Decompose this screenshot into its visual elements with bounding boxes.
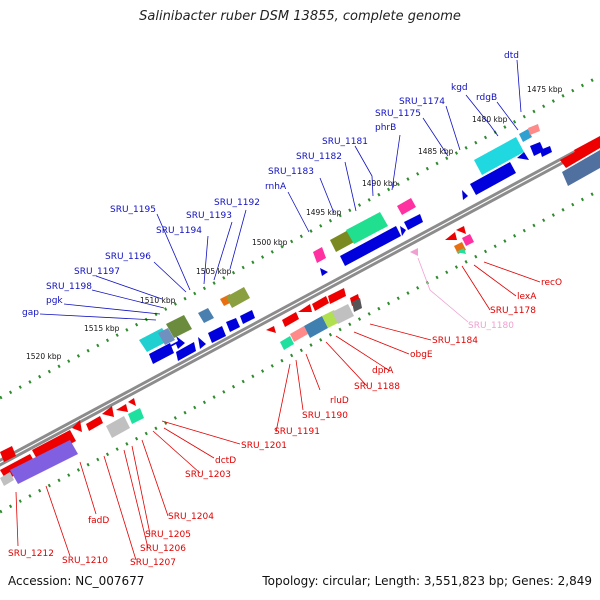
kbp-label-1520: 1520 kbp <box>26 352 62 361</box>
gene-label-dctD: dctD <box>215 456 236 466</box>
pseudo-leader-lines <box>417 257 469 323</box>
gene-label-SRU_1197: SRU_1197 <box>74 267 120 277</box>
gene-label-SRU_1190: SRU_1190 <box>302 411 348 421</box>
gene-label-SRU_1201: SRU_1201 <box>241 441 287 451</box>
gene-label-SRU_1210: SRU_1210 <box>62 556 108 566</box>
gene-label-SRU_1174: SRU_1174 <box>399 97 445 107</box>
kbp-label-1500: 1500 kbp <box>252 238 288 247</box>
gene-label-dprA: dprA <box>372 366 394 376</box>
gene-label-recO: recO <box>541 278 562 288</box>
gene-label-phrB: phrB <box>375 123 396 133</box>
gene-label-gap: gap <box>22 308 39 318</box>
gene-label-SRU_1195: SRU_1195 <box>110 205 156 215</box>
gene-label-SRU_1191: SRU_1191 <box>274 427 320 437</box>
gene-label-SRU_1180: SRU_1180 <box>468 321 514 331</box>
gene-label-dtd: dtd <box>504 51 519 61</box>
minus-strand-features <box>0 136 600 486</box>
accession-text: Accession: NC_007677 <box>8 574 145 588</box>
gene-label-SRU_1181: SRU_1181 <box>322 137 368 147</box>
gene-label-rluD: rluD <box>330 396 349 406</box>
kbp-label-1475: 1475 kbp <box>527 85 563 94</box>
gene-label-SRU_1207: SRU_1207 <box>130 558 176 568</box>
gene-label-SRU_1184: SRU_1184 <box>432 336 478 346</box>
kbp-label-1510: 1510 kbp <box>140 296 176 305</box>
kbp-label-1505: 1505 kbp <box>196 267 232 276</box>
gene-label-SRU_1196: SRU_1196 <box>105 252 151 262</box>
plus-strand-features <box>139 124 552 364</box>
minus-gene-labels: recO lexA SRU_1178 SRU_1184 obgE dprA SR… <box>8 278 562 568</box>
gene-label-SRU_1188: SRU_1188 <box>354 382 400 392</box>
pseudo-gene-labels: SRU_1180 <box>468 321 514 331</box>
gene-label-kgd: kgd <box>451 83 468 93</box>
gene-label-SRU_1194: SRU_1194 <box>156 226 202 236</box>
kbp-label-1490: 1490 kbp <box>362 179 398 188</box>
gene-label-SRU_1198: SRU_1198 <box>46 282 92 292</box>
gene-label-SRU_1193: SRU_1193 <box>186 211 232 221</box>
map-title: Salinibacter ruber DSM 13855, complete g… <box>139 9 461 24</box>
kbp-label-1480: 1480 kbp <box>472 115 508 124</box>
gene-label-SRU_1175: SRU_1175 <box>375 109 421 119</box>
gene-label-rnhA: rnhA <box>265 182 287 192</box>
gene-label-SRU_1203: SRU_1203 <box>185 470 231 480</box>
gene-label-SRU_1182: SRU_1182 <box>296 152 342 162</box>
gene-label-SRU_1204: SRU_1204 <box>168 512 214 522</box>
gene-label-pgk: pgk <box>46 296 63 306</box>
gene-label-SRU_1178: SRU_1178 <box>490 306 536 316</box>
genome-backbone <box>0 136 600 467</box>
gene-label-SRU_1212: SRU_1212 <box>8 549 54 559</box>
plus-leader-lines <box>39 59 522 321</box>
gene-label-lexA: lexA <box>517 292 537 302</box>
gene-label-rdgB: rdgB <box>476 93 497 103</box>
gene-label-obgE: obgE <box>410 350 433 360</box>
kbp-label-1495: 1495 kbp <box>306 208 342 217</box>
topology-summary: Topology: circular; Length: 3,551,823 bp… <box>262 574 592 588</box>
gene-label-SRU_1183: SRU_1183 <box>268 167 314 177</box>
minus-leader-lines <box>15 261 541 561</box>
gene-label-SRU_1192: SRU_1192 <box>214 198 260 208</box>
gene-label-SRU_1206: SRU_1206 <box>140 544 186 554</box>
kbp-labels: 1475 kbp 1480 kbp 1485 kbp 1490 kbp 1495… <box>26 85 563 361</box>
gene-label-fadD: fadD <box>88 516 109 526</box>
tick-track-inner <box>0 188 600 514</box>
kbp-label-1485: 1485 kbp <box>418 147 454 156</box>
kbp-label-1515: 1515 kbp <box>84 324 120 333</box>
gene-label-SRU_1205: SRU_1205 <box>145 530 191 540</box>
plus-gene-labels: dtd rdgB kgd SRU_1174 SRU_1175 phrB SRU_… <box>22 51 519 318</box>
